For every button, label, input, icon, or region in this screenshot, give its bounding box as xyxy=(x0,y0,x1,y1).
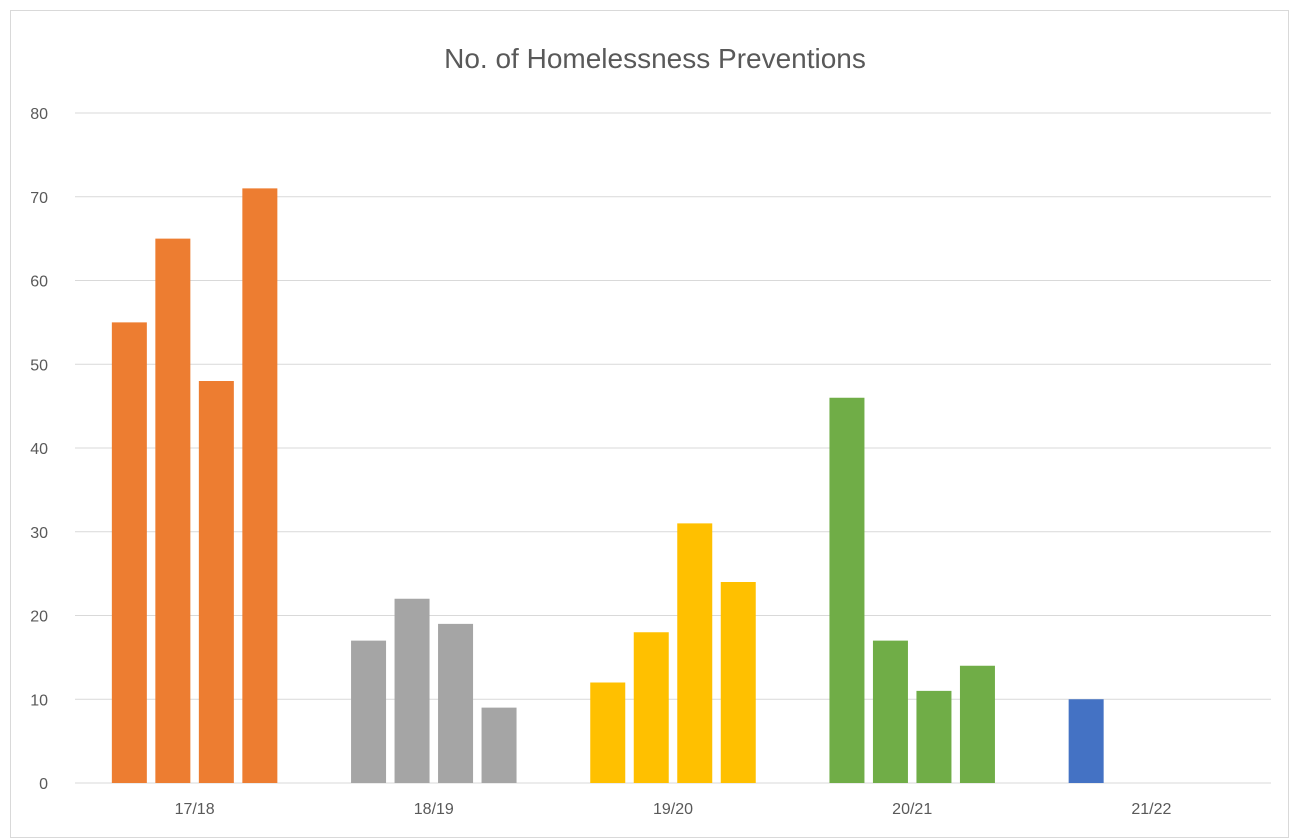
bar-20-21-3 xyxy=(916,690,952,783)
x-tick-label: 19/20 xyxy=(653,801,693,818)
x-tick-label: 17/18 xyxy=(175,801,215,818)
x-tick-label: 21/22 xyxy=(1131,801,1171,818)
y-tick-label: 10 xyxy=(30,692,48,709)
bar-19-20-1 xyxy=(590,682,626,783)
x-tick-label: 18/19 xyxy=(414,801,454,818)
bar-20-21-1 xyxy=(829,397,865,783)
bars xyxy=(111,188,1104,783)
y-tick-label: 60 xyxy=(30,274,48,291)
bar-17-18-1 xyxy=(111,322,147,783)
bar-17-18-3 xyxy=(198,381,234,783)
bar-19-20-2 xyxy=(633,632,669,783)
bar-21-22-1 xyxy=(1068,699,1104,783)
chart-title: No. of Homelessness Preventions xyxy=(444,43,866,74)
bar-18-19-4 xyxy=(481,707,517,783)
y-tick-label: 50 xyxy=(30,357,48,374)
y-tick-label: 40 xyxy=(30,441,48,458)
y-tick-label: 20 xyxy=(30,609,48,626)
y-tick-label: 30 xyxy=(30,525,48,542)
bar-19-20-4 xyxy=(720,582,756,783)
y-tick-label: 70 xyxy=(30,190,48,207)
bar-18-19-3 xyxy=(438,623,474,783)
x-axis-tick-labels: 17/18 18/19 19/20 20/21 21/22 xyxy=(175,801,1172,818)
bar-17-18-2 xyxy=(155,238,191,783)
bar-20-21-4 xyxy=(959,665,995,783)
x-tick-label: 20/21 xyxy=(892,801,932,818)
bar-18-19-1 xyxy=(351,640,387,783)
y-tick-label: 0 xyxy=(39,776,48,793)
bar-19-20-3 xyxy=(677,523,713,783)
bar-20-21-2 xyxy=(872,640,908,783)
bar-17-18-4 xyxy=(242,188,278,783)
bar-18-19-2 xyxy=(394,598,430,783)
y-tick-label: 80 xyxy=(30,106,48,123)
y-axis-tick-labels: 0 10 20 30 40 50 60 70 80 xyxy=(30,106,48,793)
